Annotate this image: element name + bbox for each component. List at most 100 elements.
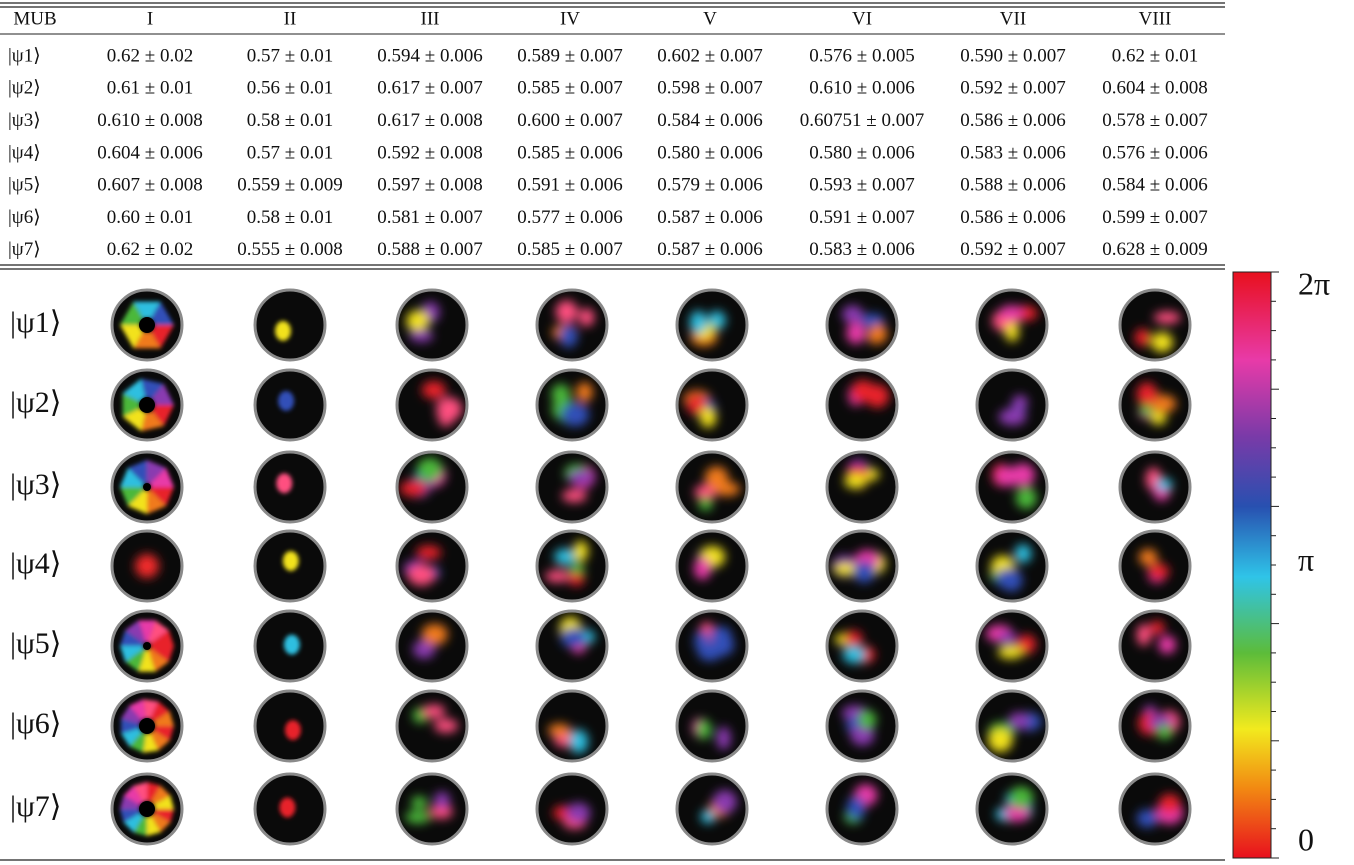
table-cell: 0.617 ± 0.008 bbox=[377, 110, 482, 131]
column-header: III bbox=[421, 8, 440, 29]
blob bbox=[436, 397, 462, 421]
table-cell: 0.585 ± 0.007 bbox=[517, 78, 622, 99]
blob bbox=[1011, 463, 1035, 486]
table-cell: 0.58 ± 0.01 bbox=[247, 207, 333, 228]
blob bbox=[569, 730, 588, 754]
blob bbox=[1012, 395, 1028, 409]
table-cell: 0.577 ± 0.006 bbox=[517, 207, 622, 228]
blob bbox=[562, 489, 587, 502]
table-cell: 0.62 ± 0.02 bbox=[107, 239, 193, 260]
blob bbox=[422, 704, 445, 718]
table-cell: 0.587 ± 0.006 bbox=[657, 207, 762, 228]
image-row-label: |ψ7⟩ bbox=[10, 790, 62, 823]
blob bbox=[574, 541, 589, 562]
blob bbox=[710, 633, 734, 656]
blob bbox=[569, 573, 585, 586]
ring-core bbox=[143, 483, 151, 491]
table-cell: 0.592 ± 0.007 bbox=[960, 78, 1065, 99]
content: MUBIIIIIIIVVVIVIIVIII|ψ1⟩0.62 ± 0.020.57… bbox=[8, 8, 1330, 858]
table-cell: 0.57 ± 0.01 bbox=[247, 142, 333, 163]
ring-core bbox=[139, 317, 155, 333]
blob bbox=[409, 329, 433, 342]
blob bbox=[276, 473, 292, 493]
table-cell: 0.597 ± 0.008 bbox=[377, 175, 482, 196]
table-cell: 0.60 ± 0.01 bbox=[107, 207, 193, 228]
colorbar-label: 2π bbox=[1298, 265, 1330, 301]
row-label: |ψ4⟩ bbox=[8, 142, 41, 163]
blob bbox=[548, 724, 571, 737]
table-cell: 0.583 ± 0.006 bbox=[960, 142, 1065, 163]
table-cell: 0.580 ± 0.006 bbox=[809, 142, 914, 163]
blob bbox=[1137, 624, 1151, 646]
blob bbox=[278, 391, 294, 411]
blob bbox=[995, 569, 1017, 589]
blob bbox=[561, 403, 589, 427]
colorbar-label: 0 bbox=[1298, 821, 1314, 857]
blob bbox=[1005, 322, 1019, 341]
blob bbox=[1150, 412, 1166, 425]
column-header: V bbox=[703, 8, 717, 29]
blob bbox=[846, 323, 865, 345]
table-cell: 0.60751 ± 0.007 bbox=[800, 110, 924, 131]
image-row-label: |ψ5⟩ bbox=[10, 627, 62, 660]
column-header: MUB bbox=[13, 8, 56, 29]
table-cell: 0.600 ± 0.007 bbox=[517, 110, 622, 131]
table-cell: 0.62 ± 0.01 bbox=[1112, 45, 1198, 66]
table-cell: 0.580 ± 0.006 bbox=[657, 142, 762, 163]
blob bbox=[566, 803, 590, 823]
row-label: |ψ1⟩ bbox=[8, 45, 41, 66]
blob bbox=[1148, 563, 1169, 580]
table-cell: 0.588 ± 0.007 bbox=[377, 239, 482, 260]
table-cell: 0.559 ± 0.009 bbox=[237, 175, 342, 196]
table-cell: 0.604 ± 0.006 bbox=[97, 142, 202, 163]
table-cell: 0.56 ± 0.01 bbox=[247, 78, 333, 99]
column-header: VI bbox=[852, 8, 872, 29]
blob bbox=[422, 624, 448, 644]
blob bbox=[1135, 329, 1151, 347]
blob bbox=[400, 480, 428, 496]
row-label: |ψ6⟩ bbox=[8, 207, 41, 228]
table-cell: 0.584 ± 0.006 bbox=[657, 110, 762, 131]
table-cell: 0.57 ± 0.01 bbox=[247, 45, 333, 66]
table-cell: 0.589 ± 0.007 bbox=[517, 45, 622, 66]
table-cell: 0.555 ± 0.008 bbox=[237, 239, 342, 260]
table-cell: 0.604 ± 0.008 bbox=[1102, 78, 1207, 99]
blob bbox=[842, 305, 863, 323]
blob bbox=[554, 548, 576, 565]
image-row-label: |ψ2⟩ bbox=[10, 386, 62, 419]
blob bbox=[700, 407, 717, 428]
image-row-label: |ψ3⟩ bbox=[10, 468, 62, 501]
row-label: |ψ2⟩ bbox=[8, 78, 41, 99]
blob bbox=[998, 646, 1024, 659]
table-cell: 0.602 ± 0.007 bbox=[657, 45, 762, 66]
blob bbox=[844, 474, 866, 489]
blob bbox=[434, 719, 458, 733]
column-header: II bbox=[284, 8, 297, 29]
blob bbox=[1157, 724, 1172, 740]
figure: MUBIIIIIIIVVVIVIIVIII|ψ1⟩0.62 ± 0.020.57… bbox=[0, 0, 1354, 865]
table-cell: 0.585 ± 0.007 bbox=[517, 239, 622, 260]
table-cell: 0.610 ± 0.006 bbox=[809, 78, 914, 99]
image-row-label: |ψ6⟩ bbox=[10, 707, 62, 740]
blob bbox=[690, 311, 707, 334]
blob bbox=[275, 321, 291, 341]
blob bbox=[416, 546, 441, 560]
blob bbox=[999, 631, 1017, 645]
table-cell: 0.583 ± 0.006 bbox=[809, 239, 914, 260]
blob bbox=[713, 790, 737, 813]
blob bbox=[714, 482, 741, 496]
blob bbox=[699, 497, 713, 511]
blob bbox=[844, 631, 862, 646]
blob bbox=[551, 384, 570, 405]
blob bbox=[1009, 787, 1033, 809]
ring-core bbox=[139, 801, 155, 817]
blob bbox=[697, 720, 712, 740]
row-label: |ψ5⟩ bbox=[8, 175, 41, 196]
blob bbox=[851, 380, 875, 403]
table-cell: 0.628 ± 0.009 bbox=[1102, 239, 1207, 260]
row-label: |ψ3⟩ bbox=[8, 110, 41, 131]
ring-core bbox=[139, 718, 155, 734]
column-header: VIII bbox=[1139, 8, 1172, 29]
blob bbox=[988, 729, 1012, 752]
table-cell: 0.591 ± 0.007 bbox=[809, 207, 914, 228]
